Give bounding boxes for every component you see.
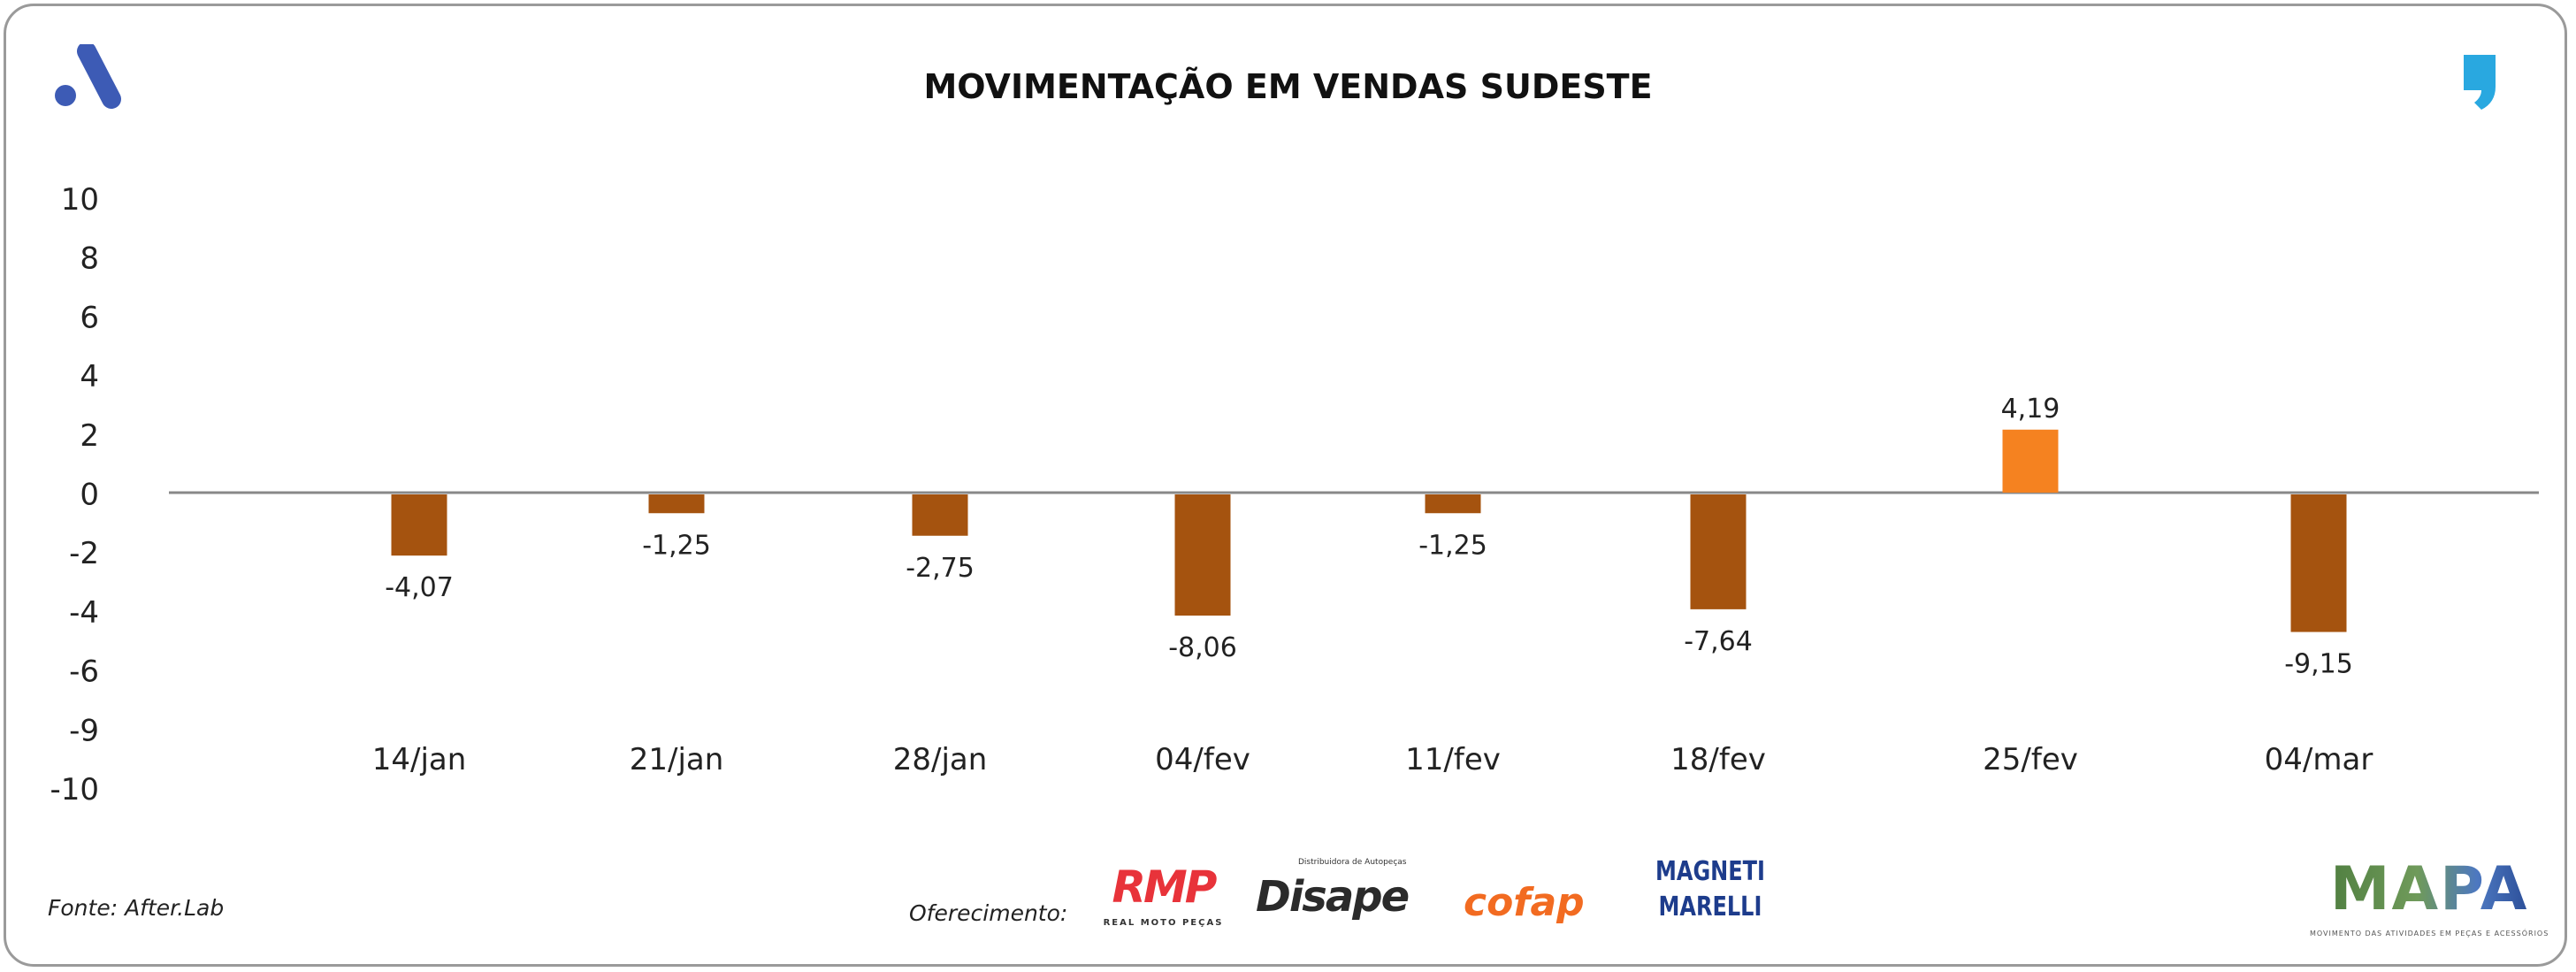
cofap-logo-text: cofap [1464, 880, 1585, 925]
magneti-marelli-logo: MAGNETI MARELLI [1655, 854, 1765, 925]
mapa-logo: MAPA MOVIMENTO DAS ATIVIDADES EM PEÇAS E… [2310, 851, 2549, 939]
y-tick-label: 10 [61, 182, 99, 218]
y-tick-label: 0 [80, 478, 99, 513]
x-tick-label: 28/jan [893, 742, 988, 777]
data-label: -4,07 [385, 572, 454, 603]
mapa-logo-sub: MOVIMENTO DAS ATIVIDADES EM PEÇAS E ACES… [2310, 930, 2549, 938]
source-note: Fonte: After.Lab [48, 895, 225, 921]
y-tick-label: -2 [69, 536, 99, 571]
data-label: -8,06 [1168, 632, 1237, 663]
marelli-line: MARELLI [1658, 892, 1762, 922]
data-label: -9,15 [2284, 649, 2353, 680]
y-tick-label: -9 [69, 713, 99, 748]
magneti-line: MAGNETI [1655, 856, 1765, 887]
data-label: -2,75 [906, 553, 975, 584]
disape-logo-sub: Distribuidora de Autopeças [1298, 858, 1407, 867]
quote-logo-icon [2464, 55, 2496, 110]
rmp-logo: RMP REAL MOTO PEÇAS [1095, 858, 1232, 930]
chart-title: MOVIMENTAÇÃO EM VENDAS SUDESTE [923, 67, 1653, 106]
x-tick-label: 21/jan [630, 742, 724, 777]
y-tick-label: -6 [69, 654, 99, 690]
x-tick-label: 18/fev [1670, 742, 1766, 777]
rmp-logo-text: RMP [1112, 861, 1218, 913]
bar [648, 494, 705, 514]
bar [1690, 494, 1747, 609]
bar [912, 494, 968, 536]
y-tick-label: 4 [80, 359, 99, 394]
bar [391, 494, 447, 556]
y-tick-label: -4 [69, 595, 99, 631]
y-tick-label: 6 [80, 300, 99, 335]
bar [2002, 429, 2059, 493]
after-logo-icon [55, 44, 121, 109]
data-label: 4,19 [2001, 394, 2060, 425]
y-tick-label: -10 [50, 772, 99, 807]
y-tick-label: 8 [80, 241, 99, 277]
mapa-logo-text: MAPA [2310, 851, 2549, 929]
data-label: -7,64 [1684, 626, 1753, 657]
x-tick-label: 04/mar [2265, 742, 2373, 777]
bar [1425, 494, 1481, 514]
cofap-logo: cofap [1464, 877, 1585, 929]
y-tick-label: 2 [80, 418, 99, 454]
x-tick-label: 25/fev [1983, 742, 2078, 777]
x-tick-label: 04/fev [1155, 742, 1250, 777]
data-label: -1,25 [1418, 530, 1487, 561]
bar [1174, 494, 1231, 616]
bar [2290, 494, 2347, 632]
x-tick-label: 11/fev [1405, 742, 1501, 777]
disape-logo-text: Disape [1256, 872, 1410, 922]
disape-logo: Distribuidora de Autopeças Disape [1256, 856, 1410, 925]
sponsor-label: Oferecimento: [909, 900, 1068, 926]
data-label: -1,25 [642, 530, 711, 561]
chart-frame [4, 4, 2567, 967]
rmp-logo-sub: REAL MOTO PEÇAS [1103, 918, 1224, 928]
x-tick-label: 14/jan [372, 742, 467, 777]
